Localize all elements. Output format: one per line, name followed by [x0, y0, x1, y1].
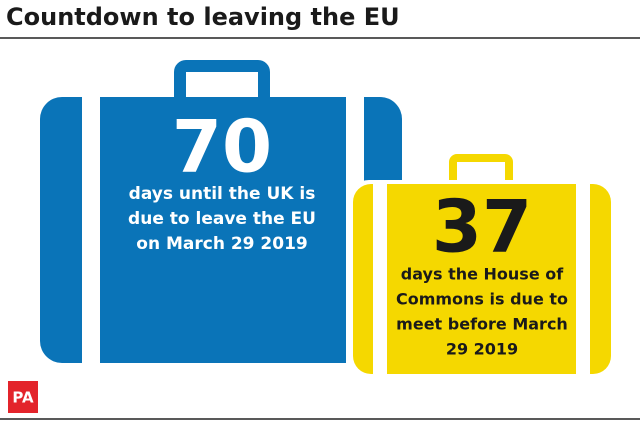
title: Countdown to leaving the EU — [6, 3, 400, 31]
caption-line: days the House of — [401, 265, 564, 284]
logo-box — [8, 381, 38, 413]
caption-line: meet before March — [396, 315, 568, 334]
strap — [82, 97, 100, 363]
yellow-suitcase — [349, 151, 615, 378]
big-number: 37 — [432, 185, 532, 269]
caption-line: days until the UK is — [129, 184, 316, 204]
caption-line: Commons is due to — [396, 290, 568, 309]
caption-line: 29 2019 — [446, 340, 518, 359]
strap — [576, 184, 590, 374]
case-body — [353, 184, 611, 374]
case-body — [40, 97, 402, 363]
logo: PA — [12, 389, 34, 407]
blue-suitcase — [40, 60, 402, 363]
caption-line: due to leave the EU — [128, 209, 316, 229]
strap — [373, 184, 387, 374]
caption-line: on March 29 2019 — [136, 234, 307, 254]
big-number: 70 — [172, 105, 272, 189]
